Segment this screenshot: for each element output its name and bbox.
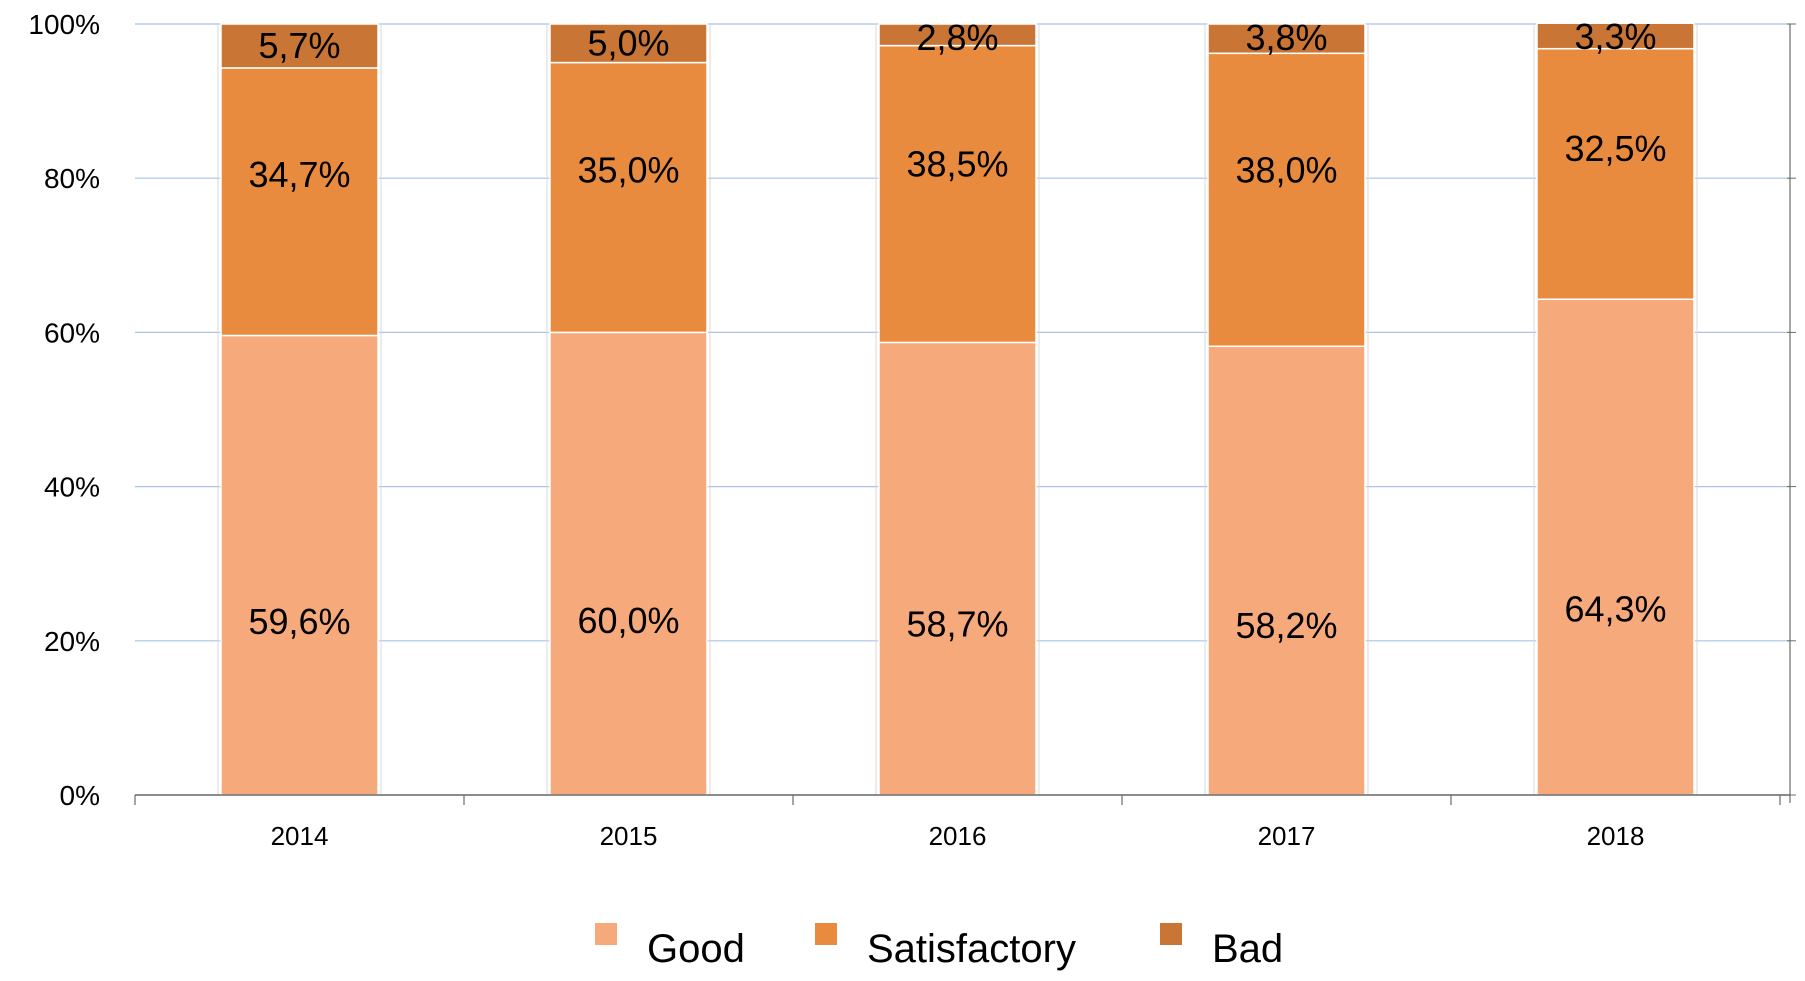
data-label: 34,7% [248, 154, 350, 195]
bar-segment-good [1536, 298, 1695, 796]
bar-segment-satisfactory [1536, 47, 1695, 300]
x-tick-label: 2016 [929, 821, 987, 851]
legend-label-bad: Bad [1212, 927, 1283, 971]
y-tick-label: 0% [60, 780, 100, 811]
data-label: 3,3% [1574, 16, 1656, 57]
bar-segment-good [878, 341, 1037, 796]
bar-segment-bad [220, 23, 379, 69]
bar-segment-good [220, 334, 379, 796]
data-label: 2,8% [916, 17, 998, 58]
y-tick-label: 40% [44, 472, 100, 503]
bar-segment-good [1207, 345, 1366, 796]
y-tick-label: 100% [28, 9, 100, 40]
legend-label-good: Good [647, 927, 745, 971]
data-label: 32,5% [1564, 128, 1666, 169]
y-tick-label: 80% [44, 163, 100, 194]
data-label: 38,0% [1235, 149, 1337, 190]
bar-segment-bad [549, 23, 708, 64]
x-tick-label: 2017 [1258, 821, 1316, 851]
legend-swatch-bad [1160, 923, 1182, 945]
legend-swatch-good [595, 923, 617, 945]
legend-label-satisfactory: Satisfactory [867, 927, 1076, 971]
data-label: 5,7% [258, 25, 340, 66]
bar-segment-satisfactory [1207, 52, 1366, 348]
data-label: 38,5% [906, 143, 1008, 184]
legend-swatch-satisfactory [815, 923, 837, 945]
data-label: 59,6% [248, 601, 350, 642]
x-tick-label: 2014 [271, 821, 329, 851]
data-label: 5,0% [587, 22, 669, 63]
data-label: 35,0% [577, 149, 679, 190]
y-tick-label: 60% [44, 317, 100, 348]
bar-segment-bad [878, 23, 1037, 47]
data-label: 60,0% [577, 600, 679, 641]
x-tick-label: 2018 [1587, 821, 1645, 851]
bar-segment-bad [1207, 23, 1366, 55]
data-label: 64,3% [1564, 588, 1666, 629]
data-label: 58,2% [1235, 605, 1337, 646]
y-tick-label: 20% [44, 626, 100, 657]
data-label: 3,8% [1245, 17, 1327, 58]
bar-segment-satisfactory [549, 61, 708, 334]
bar-segment-bad [1536, 22, 1695, 50]
bar-segment-satisfactory [878, 44, 1037, 344]
bar-segment-good [549, 331, 708, 796]
data-label: 58,7% [906, 604, 1008, 645]
x-tick-label: 2015 [600, 821, 658, 851]
bar-segment-satisfactory [220, 67, 379, 337]
